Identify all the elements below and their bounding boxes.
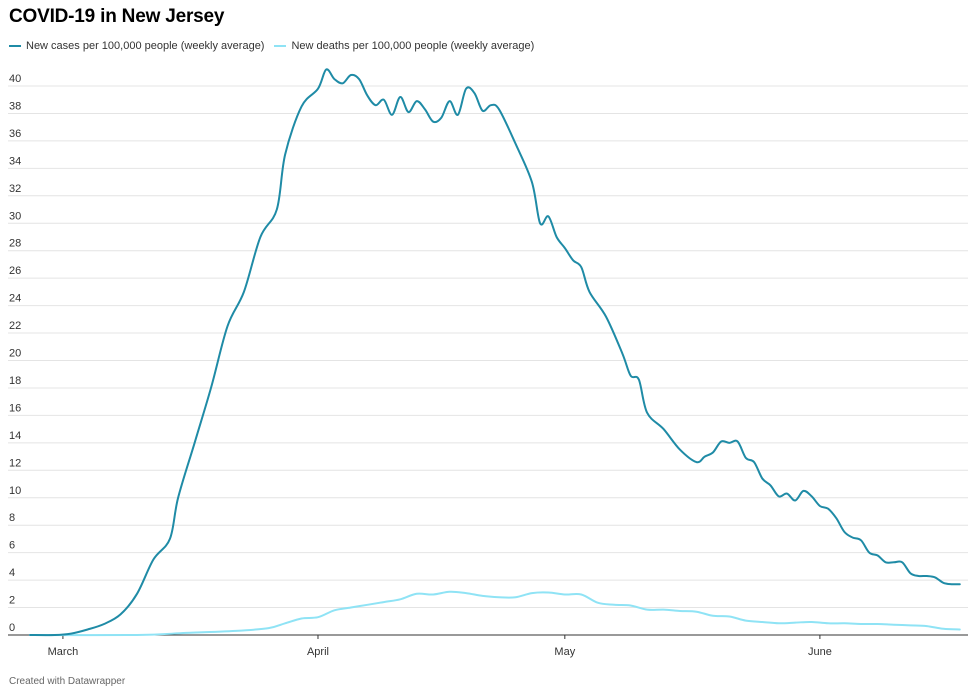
series-line-deaths [29,590,961,637]
y-tick-label: 10 [9,485,21,497]
x-tick-label: April [307,646,329,658]
chart-title: COVID-19 in New Jersey [9,6,225,27]
y-tick-label: 4 [9,567,15,579]
legend-swatch-cases [9,45,21,47]
y-tick-label: 38 [9,100,21,112]
series-group [29,68,961,637]
y-tick-label: 40 [9,73,21,85]
y-tick-label: 32 [9,183,21,195]
series-line-cases [29,68,961,637]
y-tick-label: 22 [9,320,21,332]
legend-item-cases: New cases per 100,000 people (weekly ave… [9,40,264,52]
y-tick-label: 34 [9,155,21,167]
x-tick-label: June [808,646,832,658]
y-tick-label: 14 [9,430,21,442]
y-tick-label: 28 [9,238,21,250]
y-tick-label: 30 [9,210,21,222]
y-tick-label: 12 [9,457,21,469]
y-tick-label: 26 [9,265,21,277]
y-tick-label: 20 [9,348,21,360]
y-tick-label: 8 [9,512,15,524]
x-axis: March April May June [48,635,832,658]
x-tick-label: March [48,646,79,658]
y-tick-label: 16 [9,402,21,414]
legend-label-deaths: New deaths per 100,000 people (weekly av… [291,40,535,52]
footer-credit: Created with Datawrapper [9,676,126,687]
x-tick-label: May [554,646,575,658]
y-tick-label: 18 [9,375,21,387]
y-tick-label: 36 [9,128,21,140]
y-tick-label: 6 [9,540,15,552]
grid [8,85,968,636]
y-tick-label: 0 [9,622,15,634]
legend-item-deaths: New deaths per 100,000 people (weekly av… [274,40,534,52]
y-tick-label: 2 [9,595,15,607]
y-tick-label: 24 [9,293,21,305]
legend-label-cases: New cases per 100,000 people (weekly ave… [26,40,265,52]
legend: New cases per 100,000 people (weekly ave… [9,40,534,52]
legend-swatch-deaths [274,45,287,47]
